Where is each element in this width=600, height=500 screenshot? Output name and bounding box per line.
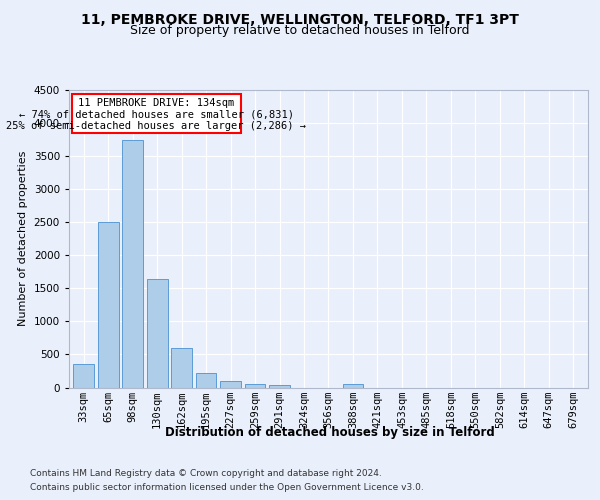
Text: 11 PEMBROKE DRIVE: 134sqm: 11 PEMBROKE DRIVE: 134sqm: [78, 98, 235, 108]
Bar: [171, 348, 192, 388]
Text: Contains HM Land Registry data © Crown copyright and database right 2024.: Contains HM Land Registry data © Crown c…: [30, 470, 382, 478]
Bar: [196, 373, 217, 388]
Bar: [122, 140, 143, 388]
Bar: [98, 222, 119, 388]
Text: 11, PEMBROKE DRIVE, WELLINGTON, TELFORD, TF1 3PT: 11, PEMBROKE DRIVE, WELLINGTON, TELFORD,…: [81, 12, 519, 26]
Text: Size of property relative to detached houses in Telford: Size of property relative to detached ho…: [130, 24, 470, 37]
Bar: [220, 380, 241, 388]
Y-axis label: Number of detached properties: Number of detached properties: [18, 151, 28, 326]
Bar: [245, 384, 265, 388]
Bar: [73, 364, 94, 388]
Bar: [343, 384, 364, 388]
Text: Contains public sector information licensed under the Open Government Licence v3: Contains public sector information licen…: [30, 483, 424, 492]
Text: ← 74% of detached houses are smaller (6,831): ← 74% of detached houses are smaller (6,…: [19, 110, 294, 120]
Bar: [147, 279, 167, 388]
Text: 25% of semi-detached houses are larger (2,286) →: 25% of semi-detached houses are larger (…: [7, 121, 307, 131]
Text: Distribution of detached houses by size in Telford: Distribution of detached houses by size …: [165, 426, 495, 439]
Bar: [269, 385, 290, 388]
FancyBboxPatch shape: [72, 94, 241, 133]
